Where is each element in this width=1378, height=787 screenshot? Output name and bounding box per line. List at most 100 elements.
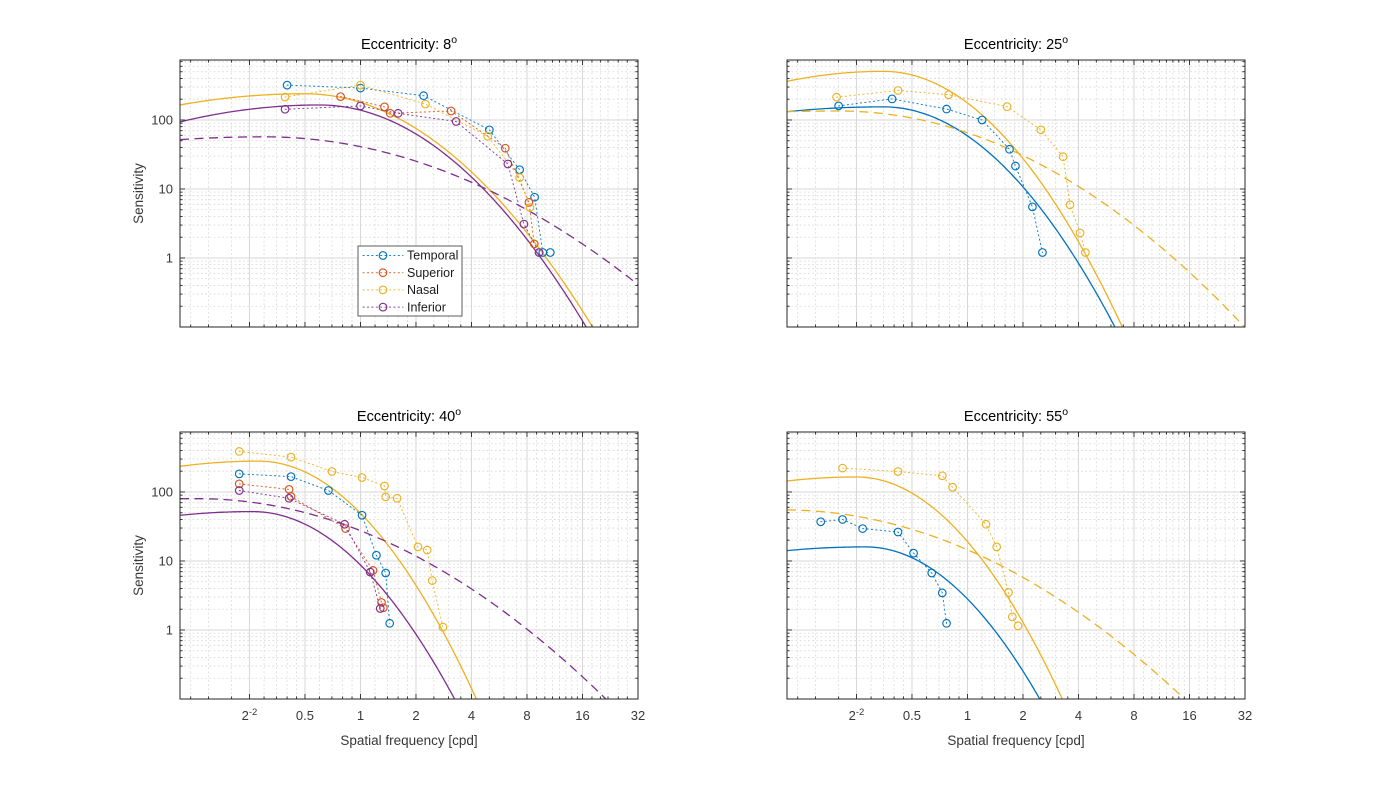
x-tick-label: 1 — [964, 708, 971, 723]
data-point-temporal — [1038, 248, 1047, 257]
series-inferior-data — [280, 101, 544, 257]
data-point-superior — [286, 492, 296, 501]
data-point-nasal — [893, 467, 903, 476]
curve-nasal-dashed — [787, 110, 1245, 327]
series-nasal-data — [838, 463, 1023, 631]
data-point-inferior — [534, 248, 544, 257]
subplot-title: Eccentricity: 55o — [964, 406, 1068, 425]
data-point-nasal — [1075, 228, 1085, 238]
data-point-nasal — [380, 481, 389, 491]
data-point-nasal — [838, 463, 847, 473]
data-point-nasal — [832, 92, 841, 102]
data-point-temporal — [1028, 202, 1037, 212]
data-point-nasal — [483, 131, 493, 141]
data-point-nasal — [1013, 621, 1023, 631]
data-point-nasal — [981, 519, 991, 529]
legend-label-superior: Superior — [407, 266, 454, 280]
data-point-nasal — [427, 576, 437, 585]
x-tick-label: 1 — [357, 708, 364, 723]
data-point-nasal — [948, 482, 957, 492]
data-point-superior — [524, 197, 534, 207]
legend-marker-superior — [378, 268, 388, 278]
data-point-nasal — [1036, 125, 1046, 135]
data-point-inferior — [340, 519, 349, 529]
series-temporal-data — [234, 469, 395, 628]
subplot-title: Eccentricity: 25o — [964, 34, 1068, 53]
legend-entry-inferior: Inferior — [362, 300, 446, 314]
data-point-nasal — [286, 452, 296, 462]
y-axis-label: Sensitivity — [131, 535, 146, 596]
curve-temporal-solid — [787, 106, 1116, 327]
data-point-temporal — [545, 248, 555, 257]
legend-marker-nasal — [378, 285, 388, 295]
data-point-nasal — [525, 203, 535, 212]
series-temporal-data — [834, 94, 1047, 257]
data-point-temporal — [838, 515, 847, 524]
data-point-superior — [336, 92, 345, 102]
data-point-nasal — [357, 473, 367, 482]
data-point-temporal — [530, 192, 539, 202]
data-point-temporal — [887, 94, 897, 104]
data-point-nasal — [327, 467, 337, 476]
data-point-temporal — [419, 91, 428, 101]
series-temporal-data — [816, 515, 951, 628]
data-point-temporal — [858, 524, 868, 533]
data-point-nasal — [381, 492, 391, 502]
data-point-inferior — [393, 108, 403, 118]
data-point-superior — [380, 102, 389, 112]
fit-curves — [787, 476, 1186, 699]
data-point-temporal — [927, 568, 937, 578]
data-point-nasal — [893, 86, 903, 95]
data-point-temporal — [357, 510, 367, 520]
legend-entry-temporal: Temporal — [362, 249, 458, 263]
data-point-nasal — [944, 90, 953, 100]
data-point-nasal — [937, 471, 947, 481]
y-tick-label: 1 — [166, 622, 173, 637]
data-point-nasal — [421, 99, 430, 109]
series-temporal-data — [282, 80, 555, 257]
subplot-eccentricity-8: Eccentricity: 8o 1 10 100 Sensitivity Tempora… — [131, 34, 639, 328]
series-nasal-data — [832, 86, 1090, 257]
data-point-nasal — [422, 545, 432, 555]
data-point-temporal — [484, 125, 494, 135]
x-tick-label: 8 — [523, 708, 530, 723]
axes-box — [786, 431, 1246, 700]
curve-nasal-solid — [180, 460, 478, 699]
legend-entry-nasal: Nasal — [362, 283, 439, 297]
data-point-temporal — [234, 469, 244, 479]
series-nasal-data — [280, 80, 535, 212]
data-point-nasal — [392, 493, 402, 503]
y-tick-label: 10 — [159, 181, 173, 196]
data-point-nasal — [1065, 200, 1075, 210]
y-tick-label: 100 — [151, 112, 173, 127]
data-point-nasal — [1002, 102, 1012, 112]
data-point-nasal — [280, 92, 290, 102]
y-tick-label: 100 — [151, 484, 173, 499]
axes-box — [786, 59, 1246, 328]
legend-label-nasal: Nasal — [407, 283, 439, 297]
subplot-title: Eccentricity: 8o — [361, 34, 457, 53]
fit-curves — [180, 93, 638, 327]
curve-nasal-solid — [787, 70, 1124, 327]
data-point-nasal — [1081, 248, 1090, 257]
x-tick-label: 8 — [1130, 708, 1137, 723]
y-tick-label: 10 — [159, 553, 173, 568]
data-point-temporal — [385, 618, 395, 628]
x-tick-label: 16 — [575, 708, 589, 723]
axes-box — [179, 59, 639, 328]
data-point-superior — [500, 143, 510, 153]
curve-inferior-solid — [180, 104, 587, 327]
curve-inferior-dashed — [180, 136, 638, 286]
legend: Temporal Superior Nasal Inferior — [357, 245, 463, 317]
data-point-inferior — [451, 117, 461, 126]
series-inferior-data — [234, 486, 385, 613]
data-point-temporal — [1011, 161, 1020, 171]
data-point-inferior — [356, 101, 365, 111]
legend-entry-superior: Superior — [362, 266, 454, 280]
curve-inferior-solid — [180, 510, 456, 699]
curve-nasal-solid — [180, 93, 594, 327]
axes-box — [179, 431, 639, 700]
data-point-inferior — [284, 493, 294, 503]
data-point-temporal — [942, 104, 951, 114]
